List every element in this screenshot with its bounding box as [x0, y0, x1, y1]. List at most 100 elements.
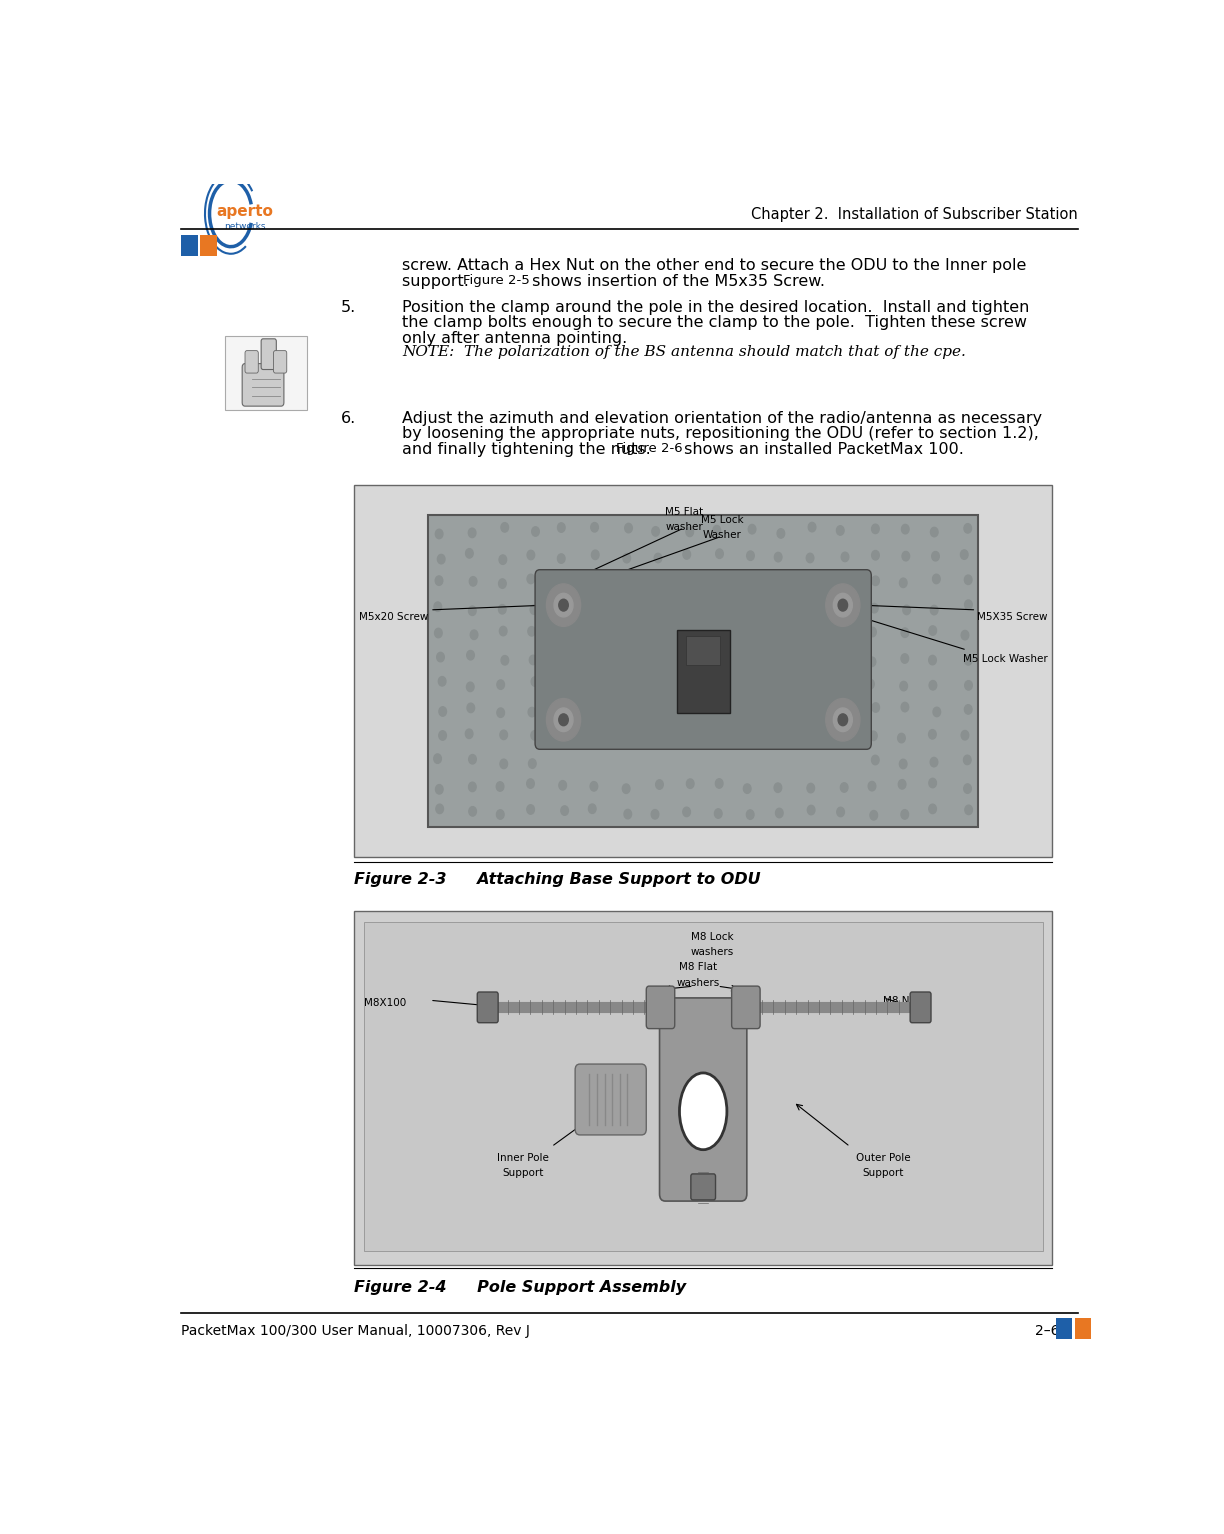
Circle shape: [930, 528, 938, 537]
Text: M5X35 Screw: M5X35 Screw: [977, 612, 1048, 623]
Circle shape: [590, 782, 597, 792]
Text: Position the clamp around the pole in the desired location.  Install and tighten: Position the clamp around the pole in th…: [403, 299, 1029, 314]
Circle shape: [499, 626, 507, 635]
Circle shape: [546, 584, 580, 626]
Circle shape: [901, 810, 908, 819]
Circle shape: [529, 655, 537, 664]
Circle shape: [901, 627, 908, 638]
Circle shape: [898, 779, 906, 788]
Circle shape: [531, 730, 539, 739]
FancyBboxPatch shape: [535, 569, 871, 749]
FancyBboxPatch shape: [575, 1065, 646, 1135]
Text: 5.: 5.: [340, 299, 356, 314]
Circle shape: [841, 552, 848, 561]
Circle shape: [901, 703, 908, 712]
Circle shape: [465, 549, 474, 558]
Text: by loosening the appropriate nuts, repositioning the ODU (refer to section 1.2),: by loosening the appropriate nuts, repos…: [403, 426, 1039, 442]
Text: M5 Lock: M5 Lock: [701, 515, 743, 525]
Circle shape: [963, 755, 971, 764]
Circle shape: [435, 601, 442, 612]
Circle shape: [870, 603, 878, 614]
Circle shape: [838, 600, 847, 611]
Circle shape: [559, 600, 568, 611]
Circle shape: [965, 704, 972, 715]
Circle shape: [531, 676, 539, 686]
Circle shape: [498, 578, 507, 589]
Circle shape: [902, 551, 909, 561]
Circle shape: [747, 551, 754, 560]
Bar: [1056, 1318, 1072, 1339]
Circle shape: [774, 782, 782, 793]
Bar: [201, 235, 217, 256]
Circle shape: [871, 577, 879, 586]
Circle shape: [531, 526, 540, 537]
Text: Outer Pole: Outer Pole: [856, 1152, 911, 1163]
Circle shape: [561, 805, 568, 815]
Circle shape: [654, 554, 662, 563]
Circle shape: [897, 733, 906, 742]
FancyBboxPatch shape: [660, 999, 747, 1201]
Text: Figure 2-4: Figure 2-4: [354, 1281, 447, 1295]
Circle shape: [554, 709, 573, 732]
Text: screw. Attach a Hex Nut on the other end to secure the ODU to the Inner pole: screw. Attach a Hex Nut on the other end…: [403, 259, 1027, 273]
Circle shape: [931, 552, 939, 561]
Circle shape: [901, 653, 908, 663]
Circle shape: [624, 810, 632, 819]
Circle shape: [437, 652, 444, 661]
Text: and finally tightening the nuts.: and finally tightening the nuts.: [403, 442, 656, 457]
Circle shape: [499, 730, 508, 739]
Text: Inner Pole: Inner Pole: [497, 1152, 548, 1163]
Bar: [354, 911, 1053, 1266]
Circle shape: [652, 526, 660, 535]
Circle shape: [496, 782, 504, 792]
Bar: [1075, 1318, 1091, 1339]
Circle shape: [624, 523, 633, 532]
Text: Support: Support: [863, 1167, 905, 1178]
Circle shape: [436, 575, 443, 586]
Bar: [181, 235, 197, 256]
Circle shape: [933, 574, 940, 583]
Circle shape: [559, 781, 567, 790]
Circle shape: [929, 655, 936, 664]
Circle shape: [777, 529, 785, 538]
Circle shape: [869, 732, 878, 741]
Circle shape: [554, 594, 573, 617]
Text: Chapter 2.  Installation of Subscriber Station: Chapter 2. Installation of Subscriber St…: [752, 207, 1078, 221]
Circle shape: [961, 630, 968, 640]
Text: 2–6: 2–6: [1036, 1324, 1060, 1338]
Circle shape: [826, 584, 860, 626]
Text: M5 Lock Washer: M5 Lock Washer: [963, 653, 1048, 664]
Text: shows an installed PacketMax 100.: shows an installed PacketMax 100.: [679, 442, 965, 457]
Circle shape: [528, 574, 535, 583]
Circle shape: [436, 529, 443, 538]
Circle shape: [497, 810, 504, 819]
Circle shape: [683, 807, 690, 816]
Circle shape: [712, 526, 721, 535]
Circle shape: [807, 554, 814, 563]
Circle shape: [808, 523, 816, 532]
Text: M8 Lock: M8 Lock: [692, 931, 734, 942]
Circle shape: [437, 554, 446, 565]
Circle shape: [871, 551, 879, 560]
Circle shape: [965, 805, 972, 815]
Circle shape: [499, 759, 508, 769]
Circle shape: [499, 555, 507, 565]
Circle shape: [591, 551, 599, 560]
Circle shape: [929, 778, 936, 788]
Circle shape: [623, 554, 630, 563]
Circle shape: [776, 808, 783, 818]
Text: Figure 2-6: Figure 2-6: [616, 442, 683, 454]
Circle shape: [497, 709, 504, 718]
Circle shape: [900, 578, 907, 588]
Bar: [364, 922, 1043, 1250]
Circle shape: [589, 804, 596, 813]
Circle shape: [715, 779, 723, 788]
FancyBboxPatch shape: [690, 1174, 716, 1200]
Circle shape: [498, 604, 506, 614]
Circle shape: [903, 606, 911, 615]
Circle shape: [961, 549, 968, 560]
Circle shape: [965, 600, 972, 609]
Text: networks: networks: [224, 222, 266, 232]
Circle shape: [715, 808, 722, 818]
FancyBboxPatch shape: [225, 336, 307, 410]
